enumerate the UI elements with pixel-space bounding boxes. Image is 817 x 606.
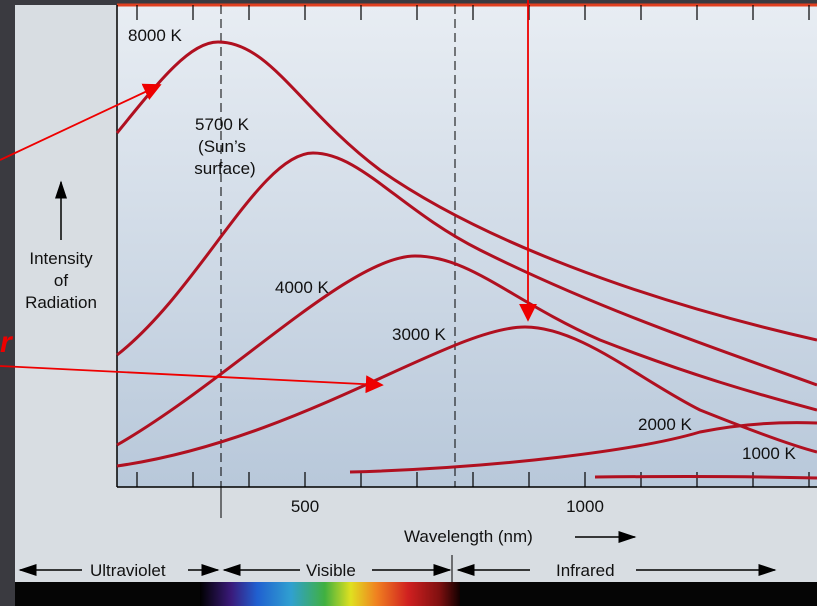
curve-label: 1000 K bbox=[742, 444, 797, 463]
y-label: Intensity bbox=[29, 249, 93, 268]
annotations bbox=[0, 0, 537, 394]
curve-label: 3000 K bbox=[392, 325, 447, 344]
plot-area bbox=[117, 5, 817, 487]
y-label: of bbox=[54, 271, 68, 290]
curve-label: 4000 K bbox=[275, 278, 330, 297]
x-label: Wavelength (nm) bbox=[404, 527, 533, 546]
curves bbox=[115, 40, 817, 480]
band-label: Ultraviolet bbox=[90, 561, 166, 580]
curve-label: 2000 K bbox=[638, 415, 693, 434]
curve-label: 5700 K bbox=[195, 115, 250, 134]
curve-note: surface) bbox=[194, 159, 255, 178]
marker-letter: r bbox=[0, 326, 14, 359]
band-label: Visible bbox=[306, 561, 356, 580]
curve-label: 8000 K bbox=[128, 26, 183, 45]
y-label: Radiation bbox=[25, 293, 97, 312]
x-tick-label: 500 bbox=[291, 497, 319, 516]
band-label: Infrared bbox=[556, 561, 615, 580]
curve-note: (Sun’s bbox=[198, 137, 246, 156]
ticks bbox=[136, 5, 810, 487]
spectrum-visible bbox=[200, 582, 460, 606]
x-tick-label: 1000 bbox=[566, 497, 604, 516]
